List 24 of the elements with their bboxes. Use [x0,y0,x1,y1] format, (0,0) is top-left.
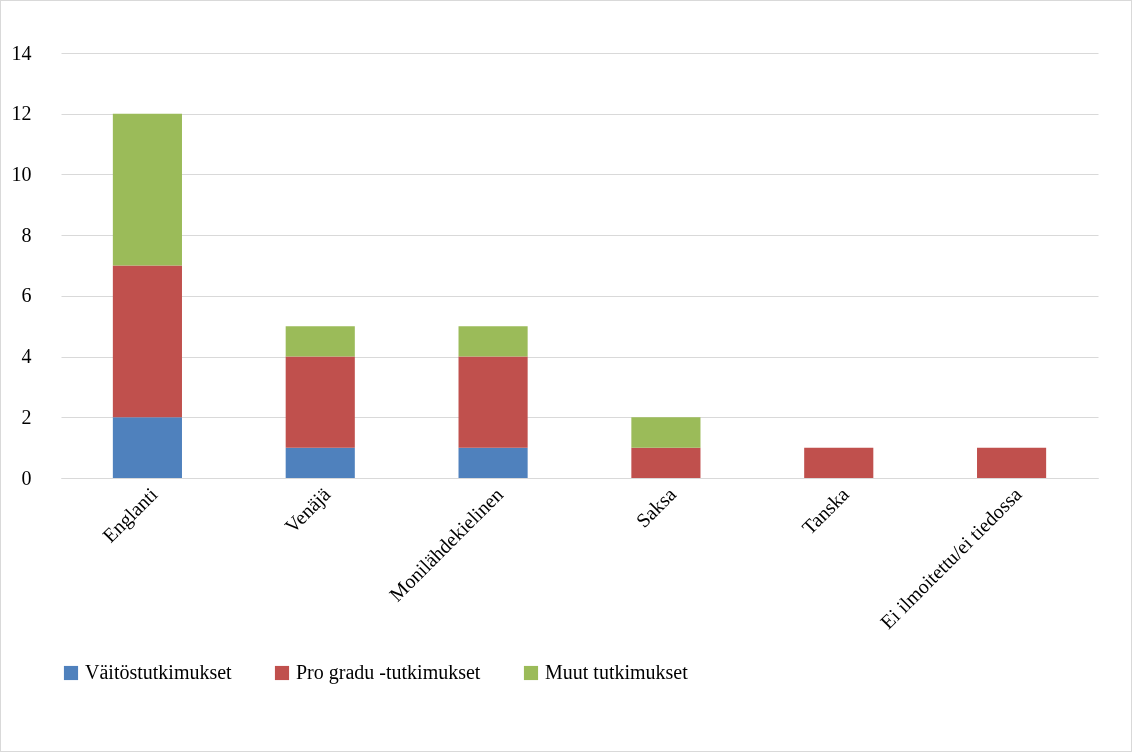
bar [631,417,701,448]
bar [112,265,182,418]
bar [804,447,874,478]
y-tick-label: 8 [21,223,32,246]
bar [285,447,355,478]
y-tick-label: 0 [21,466,32,489]
legend-label: Väitöstutkimukset [85,661,233,683]
bar [458,326,528,357]
y-tick-label: 6 [21,284,32,307]
legend-label: Pro gradu -tutkimukset [296,661,481,684]
bar [458,356,528,448]
y-tick-label: 12 [11,102,32,125]
bar [631,447,701,478]
y-tick-label: 10 [11,162,32,185]
bar [112,417,182,478]
bar [285,356,355,448]
y-tick-label: 14 [11,41,32,64]
y-tick-label: 2 [21,405,32,428]
bar [285,326,355,357]
bar [112,113,182,266]
bar [977,447,1047,478]
legend-label: Muut tutkimukset [545,661,689,683]
y-tick-label: 4 [21,345,32,368]
bar [458,447,528,478]
